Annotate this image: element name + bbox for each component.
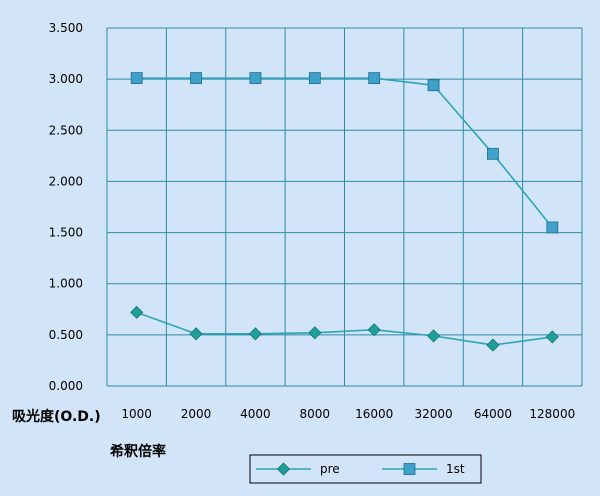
series xyxy=(130,72,559,352)
grid xyxy=(106,27,583,387)
data-point-1st xyxy=(546,221,559,234)
data-point-pre xyxy=(545,330,559,344)
x-tick-label: 32000 xyxy=(414,407,452,421)
data-point-pre xyxy=(426,329,441,343)
series-line-first xyxy=(136,77,553,228)
y-tick-label: 3.000 xyxy=(49,72,83,86)
x-tick-label: 64000 xyxy=(474,407,512,421)
x-tick-label: 128000 xyxy=(529,407,575,421)
y-tick-label: 0.500 xyxy=(49,328,83,342)
x-tick-label: 1000 xyxy=(121,407,152,421)
data-point-1st xyxy=(368,72,381,85)
data-point-pre xyxy=(308,326,322,340)
data-point-pre xyxy=(248,327,263,341)
y-tick-label: 2.500 xyxy=(49,123,83,137)
y-axis-title: 吸光度(O.D.) xyxy=(12,408,101,425)
data-point-1st xyxy=(249,72,262,85)
x-tick-label: 4000 xyxy=(240,407,271,421)
y-axis-ticks: 0.000 0.500 1.000 1.500 2.000 2.500 3.000 3.500 xyxy=(49,21,83,393)
data-point-1st xyxy=(130,72,143,85)
data-point-1st xyxy=(308,72,321,85)
y-tick-label: 1.500 xyxy=(49,226,83,240)
x-tick-label: 8000 xyxy=(300,407,331,421)
x-axis-title: 希釈倍率 xyxy=(110,443,166,460)
series-line-pre xyxy=(136,311,553,346)
x-tick-label: 2000 xyxy=(181,407,212,421)
data-point-pre xyxy=(130,305,144,319)
x-tick-label: 16000 xyxy=(355,407,393,421)
y-tick-label: 0.000 xyxy=(49,379,83,393)
data-point-pre xyxy=(189,327,203,341)
legend-label: pre xyxy=(320,462,340,476)
legend: pre 1st xyxy=(249,454,482,484)
data-point-1st xyxy=(487,147,499,160)
legend-label: 1st xyxy=(446,462,465,476)
y-tick-label: 1.000 xyxy=(49,277,83,291)
legend-items: pre 1st xyxy=(256,462,465,476)
x-axis-ticks: 1000 2000 4000 8000 16000 32000 64000 128000 xyxy=(121,407,575,421)
y-tick-label: 2.000 xyxy=(49,174,83,188)
data-point-1st xyxy=(427,79,440,92)
data-point-pre xyxy=(367,323,381,337)
data-point-1st xyxy=(190,72,202,85)
data-point-pre xyxy=(486,338,500,352)
legend-marker-1st xyxy=(403,463,416,475)
legend-marker-pre xyxy=(276,462,291,476)
y-tick-label: 3.500 xyxy=(49,21,83,35)
